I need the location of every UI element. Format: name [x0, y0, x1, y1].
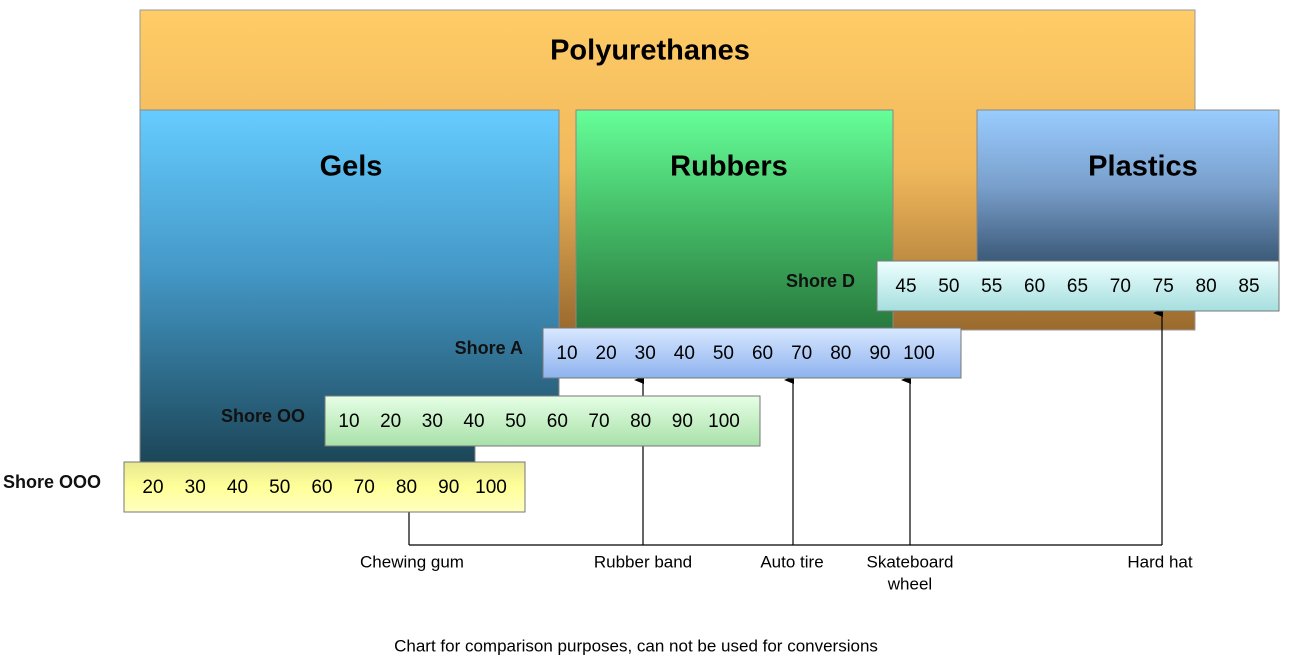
scales: Shore D 45 50 55 60 65 70 75 80 85 Shore A 10 20 30 40…	[3, 260, 1280, 513]
scale-tick: 30	[635, 343, 656, 364]
scale-tick: 100	[708, 411, 740, 432]
scale-tick: 60	[752, 343, 773, 364]
example-label: Rubber band	[594, 552, 692, 571]
scale-tick: 70	[588, 411, 609, 432]
scale-tick: 80	[830, 343, 851, 364]
scale-tick: 10	[338, 411, 359, 432]
scale-tick: 20	[596, 343, 617, 364]
title: Polyurethanes	[550, 35, 750, 67]
example-label: Chewing gum	[360, 552, 464, 571]
scale-tick: 40	[463, 411, 484, 432]
example-label: Hard hat	[1127, 552, 1192, 571]
examples: Chewing gum Rubber band Auto tire Skateboar…	[360, 552, 1193, 593]
scale-tick: 40	[227, 477, 248, 498]
scale-tick: 75	[1153, 276, 1174, 297]
scale-tick: 90	[438, 477, 459, 498]
scale-tick: 85	[1238, 276, 1259, 297]
scale-bar	[324, 395, 761, 447]
scale-name: Shore A	[455, 338, 523, 358]
scale-tick: 100	[903, 343, 935, 364]
scale-tick: 65	[1067, 276, 1088, 297]
scale-tick: 80	[630, 411, 651, 432]
plastics-box	[976, 109, 1280, 262]
scale-tick: 50	[938, 276, 959, 297]
group-label: Rubbers	[670, 151, 788, 183]
scale-tick: 10	[556, 343, 577, 364]
scale-tick: 90	[869, 343, 890, 364]
scale-name: Shore OO	[221, 406, 305, 426]
scale-name: Shore OOO	[3, 472, 101, 492]
scale-tick: 70	[1110, 276, 1131, 297]
group-label: Gels	[320, 151, 383, 183]
scale-tick: 55	[981, 276, 1002, 297]
scale-tick: 45	[895, 276, 916, 297]
scale-tick: 50	[269, 477, 290, 498]
scale-tick: 80	[396, 477, 417, 498]
scale-tick: 40	[674, 343, 695, 364]
scale-tick: 30	[422, 411, 443, 432]
scale-tick: 60	[311, 477, 332, 498]
scale-tick: 60	[1024, 276, 1045, 297]
scale-bar	[123, 461, 526, 513]
scale-tick: 30	[185, 477, 206, 498]
scale-tick: 100	[475, 477, 507, 498]
scale-tick: 70	[791, 343, 812, 364]
scale-tick: 20	[380, 411, 401, 432]
scale-name: Shore D	[786, 271, 855, 291]
scale-tick: 60	[547, 411, 568, 432]
example-label: Skateboard	[867, 552, 954, 571]
scale-tick: 90	[672, 411, 693, 432]
scale-bar	[876, 260, 1280, 312]
scale-tick: 50	[505, 411, 526, 432]
scale-bar	[542, 327, 962, 379]
example-label: wheel	[887, 574, 932, 593]
rubbers-box	[575, 109, 894, 329]
example-label: Auto tire	[760, 552, 823, 571]
scale-tick: 80	[1196, 276, 1217, 297]
scale-tick: 50	[713, 343, 734, 364]
scale-tick: 70	[354, 477, 375, 498]
footnote: Chart for comparison purposes, can not b…	[394, 636, 878, 655]
group-label: Plastics	[1088, 151, 1198, 183]
scale-tick: 20	[142, 477, 163, 498]
